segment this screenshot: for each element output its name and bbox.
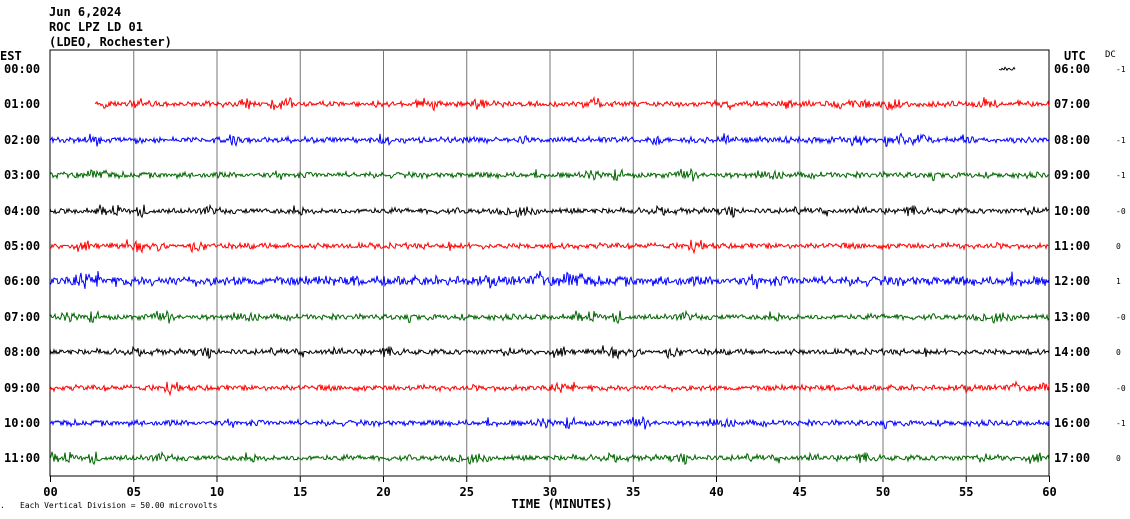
utc-time-label: 15:00 <box>1054 381 1090 395</box>
est-time-label: 04:00 <box>4 204 40 218</box>
est-time-label: 08:00 <box>4 345 40 359</box>
network-label: (LDEO, Rochester) <box>49 35 172 49</box>
seismic-trace <box>94 95 1050 112</box>
utc-time-label: 10:00 <box>1054 204 1090 218</box>
utc-time-label: 08:00 <box>1054 133 1090 147</box>
seismic-trace <box>49 203 1050 219</box>
x-tick-label: 45 <box>793 485 807 499</box>
utc-time-label: 13:00 <box>1054 310 1090 324</box>
dc-axis-title: DC <box>1105 50 1116 60</box>
x-tick-label: 35 <box>626 485 640 499</box>
date-label: Jun 6,2024 <box>49 5 122 19</box>
dc-offset-label: -1 <box>1116 171 1126 180</box>
dc-offset-label: -0 <box>1116 207 1126 216</box>
corner-mark: . <box>0 501 5 510</box>
seismic-trace <box>49 309 1050 325</box>
seismic-trace <box>49 270 1050 290</box>
utc-time-label: 11:00 <box>1054 239 1090 253</box>
est-time-label: 01:00 <box>4 97 40 111</box>
scale-note: Each Vertical Division = 50.00 microvolt… <box>20 501 218 510</box>
est-time-label: 07:00 <box>4 310 40 324</box>
x-tick-label: 20 <box>376 485 390 499</box>
seismic-trace <box>49 380 1050 397</box>
dc-offset-label: 1 <box>1116 277 1121 286</box>
est-axis-title: EST <box>0 49 22 63</box>
utc-time-label: 12:00 <box>1054 274 1090 288</box>
x-tick-label: 10 <box>210 485 224 499</box>
est-time-label: 06:00 <box>4 274 40 288</box>
x-tick-label: 40 <box>709 485 723 499</box>
x-tick-label: 55 <box>959 485 973 499</box>
est-time-label: 09:00 <box>4 381 40 395</box>
dc-offset-label: -0 <box>1116 384 1126 393</box>
x-tick-label: 15 <box>293 485 307 499</box>
x-tick-label: 05 <box>127 485 141 499</box>
seismic-trace <box>49 132 1050 148</box>
dc-offset-label: 0 <box>1116 454 1121 463</box>
dc-offset-label: -1 <box>1116 136 1126 145</box>
dc-offset-label: 0 <box>1116 242 1121 251</box>
seismic-trace <box>49 167 1050 182</box>
utc-axis-title: UTC <box>1064 49 1086 63</box>
utc-time-label: 07:00 <box>1054 97 1090 111</box>
station-label: ROC LPZ LD 01 <box>49 20 143 34</box>
est-time-label: 05:00 <box>4 239 40 253</box>
dc-offset-label: 0 <box>1116 348 1121 357</box>
x-tick-label: 00 <box>43 485 57 499</box>
dc-offset-label: -0 <box>1116 313 1126 322</box>
x-tick-label: 50 <box>876 485 890 499</box>
dc-offset-label: -1 <box>1116 65 1126 74</box>
est-time-label: 02:00 <box>4 133 40 147</box>
utc-time-label: 16:00 <box>1054 416 1090 430</box>
est-time-label: 03:00 <box>4 168 40 182</box>
utc-time-label: 06:00 <box>1054 62 1090 76</box>
dc-offset-label: -1 <box>1116 419 1126 428</box>
x-axis-label: TIME (MINUTES) <box>511 497 612 511</box>
est-time-label: 10:00 <box>4 416 40 430</box>
seismic-trace <box>49 415 1050 430</box>
utc-time-label: 17:00 <box>1054 451 1090 465</box>
seismic-trace <box>998 66 1016 72</box>
utc-time-label: 14:00 <box>1054 345 1090 359</box>
x-tick-label: 30 <box>543 485 557 499</box>
x-tick-label: 25 <box>460 485 474 499</box>
seismic-trace <box>49 239 1050 255</box>
utc-time-label: 09:00 <box>1054 168 1090 182</box>
est-time-label: 00:00 <box>4 62 40 76</box>
est-time-label: 11:00 <box>4 451 40 465</box>
seismic-trace <box>49 450 1050 466</box>
x-tick-label: 60 <box>1042 485 1056 499</box>
seismic-trace <box>49 345 1050 360</box>
